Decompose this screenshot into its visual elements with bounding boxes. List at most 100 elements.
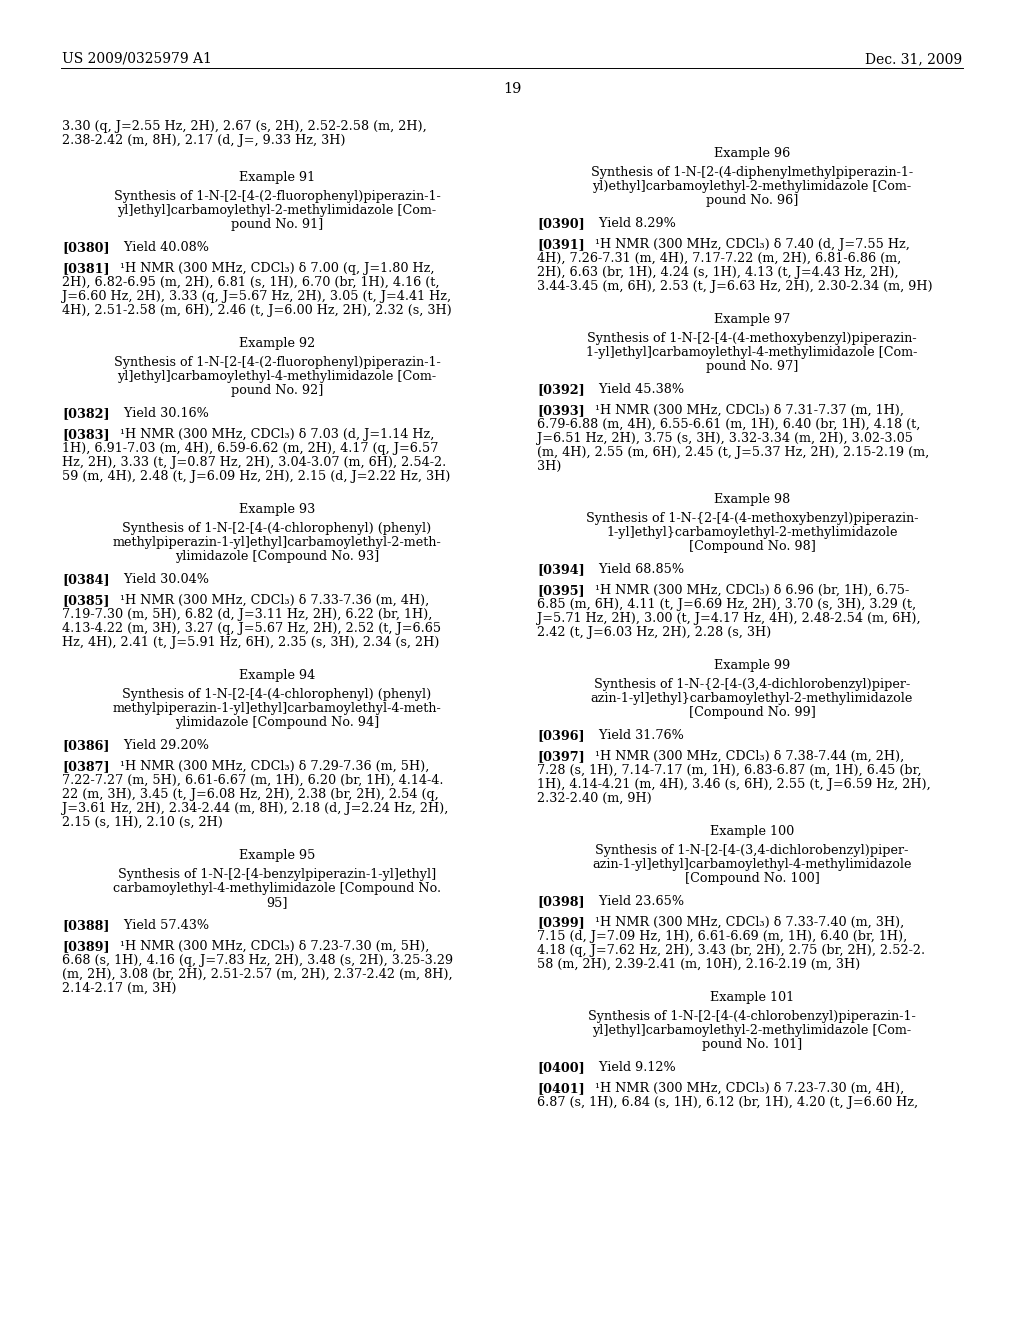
Text: ¹H NMR (300 MHz, CDCl₃) δ 7.31-7.37 (m, 1H),: ¹H NMR (300 MHz, CDCl₃) δ 7.31-7.37 (m, … <box>587 404 904 417</box>
Text: 3.44-3.45 (m, 6H), 2.53 (t, J=6.63 Hz, 2H), 2.30-2.34 (m, 9H): 3.44-3.45 (m, 6H), 2.53 (t, J=6.63 Hz, 2… <box>537 280 933 293</box>
Text: 4.13-4.22 (m, 3H), 3.27 (q, J=5.67 Hz, 2H), 2.52 (t, J=6.65: 4.13-4.22 (m, 3H), 3.27 (q, J=5.67 Hz, 2… <box>62 622 441 635</box>
Text: J=6.51 Hz, 2H), 3.75 (s, 3H), 3.32-3.34 (m, 2H), 3.02-3.05: J=6.51 Hz, 2H), 3.75 (s, 3H), 3.32-3.34 … <box>537 432 913 445</box>
Text: Example 93: Example 93 <box>239 503 315 516</box>
Text: Synthesis of 1-N-[2-[4-benzylpiperazin-1-yl]ethyl]: Synthesis of 1-N-[2-[4-benzylpiperazin-1… <box>118 869 436 880</box>
Text: 19: 19 <box>503 82 521 96</box>
Text: 3H): 3H) <box>537 459 561 473</box>
Text: 7.15 (d, J=7.09 Hz, 1H), 6.61-6.69 (m, 1H), 6.40 (br, 1H),: 7.15 (d, J=7.09 Hz, 1H), 6.61-6.69 (m, 1… <box>537 931 907 942</box>
Text: ¹H NMR (300 MHz, CDCl₃) δ 7.23-7.30 (m, 5H),: ¹H NMR (300 MHz, CDCl₃) δ 7.23-7.30 (m, … <box>112 940 429 953</box>
Text: Synthesis of 1-N-[2-[4-(4-chlorophenyl) (phenyl): Synthesis of 1-N-[2-[4-(4-chlorophenyl) … <box>123 521 432 535</box>
Text: Synthesis of 1-N-{2-[4-(3,4-dichlorobenzyl)piper-: Synthesis of 1-N-{2-[4-(3,4-dichlorobenz… <box>594 678 910 690</box>
Text: 4.18 (q, J=7.62 Hz, 2H), 3.43 (br, 2H), 2.75 (br, 2H), 2.52-2.: 4.18 (q, J=7.62 Hz, 2H), 3.43 (br, 2H), … <box>537 944 925 957</box>
Text: [0380]: [0380] <box>62 242 110 253</box>
Text: methylpiperazin-1-yl]ethyl]carbamoylethyl-4-meth-: methylpiperazin-1-yl]ethyl]carbamoylethy… <box>113 702 441 715</box>
Text: 6.79-6.88 (m, 4H), 6.55-6.61 (m, 1H), 6.40 (br, 1H), 4.18 (t,: 6.79-6.88 (m, 4H), 6.55-6.61 (m, 1H), 6.… <box>537 418 921 432</box>
Text: Yield 57.43%: Yield 57.43% <box>112 919 209 932</box>
Text: Yield 30.16%: Yield 30.16% <box>112 407 209 420</box>
Text: [0382]: [0382] <box>62 407 110 420</box>
Text: [0391]: [0391] <box>537 238 585 251</box>
Text: [0398]: [0398] <box>537 895 585 908</box>
Text: (m, 2H), 3.08 (br, 2H), 2.51-2.57 (m, 2H), 2.37-2.42 (m, 8H),: (m, 2H), 3.08 (br, 2H), 2.51-2.57 (m, 2H… <box>62 968 453 981</box>
Text: yl]ethyl]carbamoylethyl-4-methylimidazole [Com-: yl]ethyl]carbamoylethyl-4-methylimidazol… <box>118 370 436 383</box>
Text: Synthesis of 1-N-[2-[4-(4-chlorophenyl) (phenyl): Synthesis of 1-N-[2-[4-(4-chlorophenyl) … <box>123 688 432 701</box>
Text: yl]ethyl]carbamoylethyl-2-methylimidazole [Com-: yl]ethyl]carbamoylethyl-2-methylimidazol… <box>118 205 436 216</box>
Text: Hz, 2H), 3.33 (t, J=0.87 Hz, 2H), 3.04-3.07 (m, 6H), 2.54-2.: Hz, 2H), 3.33 (t, J=0.87 Hz, 2H), 3.04-3… <box>62 455 446 469</box>
Text: 3.30 (q, J=2.55 Hz, 2H), 2.67 (s, 2H), 2.52-2.58 (m, 2H),: 3.30 (q, J=2.55 Hz, 2H), 2.67 (s, 2H), 2… <box>62 120 427 133</box>
Text: [0387]: [0387] <box>62 760 110 774</box>
Text: [0385]: [0385] <box>62 594 110 607</box>
Text: ¹H NMR (300 MHz, CDCl₃) δ 7.33-7.36 (m, 4H),: ¹H NMR (300 MHz, CDCl₃) δ 7.33-7.36 (m, … <box>112 594 429 607</box>
Text: 4H), 2.51-2.58 (m, 6H), 2.46 (t, J=6.00 Hz, 2H), 2.32 (s, 3H): 4H), 2.51-2.58 (m, 6H), 2.46 (t, J=6.00 … <box>62 304 452 317</box>
Text: carbamoylethyl-4-methylimidazole [Compound No.: carbamoylethyl-4-methylimidazole [Compou… <box>113 882 441 895</box>
Text: 95]: 95] <box>266 896 288 909</box>
Text: [0383]: [0383] <box>62 428 110 441</box>
Text: yl)ethyl]carbamoylethyl-2-methylimidazole [Com-: yl)ethyl]carbamoylethyl-2-methylimidazol… <box>593 180 911 193</box>
Text: [0400]: [0400] <box>537 1061 585 1074</box>
Text: Example 101: Example 101 <box>710 991 794 1005</box>
Text: azin-1-yl]ethyl}carbamoylethyl-2-methylimidazole: azin-1-yl]ethyl}carbamoylethyl-2-methyli… <box>591 692 913 705</box>
Text: [0399]: [0399] <box>537 916 585 929</box>
Text: 6.87 (s, 1H), 6.84 (s, 1H), 6.12 (br, 1H), 4.20 (t, J=6.60 Hz,: 6.87 (s, 1H), 6.84 (s, 1H), 6.12 (br, 1H… <box>537 1096 919 1109</box>
Text: [0394]: [0394] <box>537 564 585 576</box>
Text: 7.28 (s, 1H), 7.14-7.17 (m, 1H), 6.83-6.87 (m, 1H), 6.45 (br,: 7.28 (s, 1H), 7.14-7.17 (m, 1H), 6.83-6.… <box>537 764 922 777</box>
Text: Example 94: Example 94 <box>239 669 315 682</box>
Text: Yield 30.04%: Yield 30.04% <box>112 573 209 586</box>
Text: 22 (m, 3H), 3.45 (t, J=6.08 Hz, 2H), 2.38 (br, 2H), 2.54 (q,: 22 (m, 3H), 3.45 (t, J=6.08 Hz, 2H), 2.3… <box>62 788 438 801</box>
Text: [0384]: [0384] <box>62 573 110 586</box>
Text: 2.38-2.42 (m, 8H), 2.17 (d, J=, 9.33 Hz, 3H): 2.38-2.42 (m, 8H), 2.17 (d, J=, 9.33 Hz,… <box>62 135 345 147</box>
Text: Example 91: Example 91 <box>239 172 315 183</box>
Text: [Compound No. 100]: [Compound No. 100] <box>685 873 819 884</box>
Text: Hz, 4H), 2.41 (t, J=5.91 Hz, 6H), 2.35 (s, 3H), 2.34 (s, 2H): Hz, 4H), 2.41 (t, J=5.91 Hz, 6H), 2.35 (… <box>62 636 439 649</box>
Text: [0397]: [0397] <box>537 750 585 763</box>
Text: [Compound No. 98]: [Compound No. 98] <box>688 540 815 553</box>
Text: Synthesis of 1-N-[2-[4-(3,4-dichlorobenzyl)piper-: Synthesis of 1-N-[2-[4-(3,4-dichlorobenz… <box>595 843 908 857</box>
Text: J=3.61 Hz, 2H), 2.34-2.44 (m, 8H), 2.18 (d, J=2.24 Hz, 2H),: J=3.61 Hz, 2H), 2.34-2.44 (m, 8H), 2.18 … <box>62 803 449 814</box>
Text: Example 96: Example 96 <box>714 147 791 160</box>
Text: ¹H NMR (300 MHz, CDCl₃) δ 7.03 (d, J=1.14 Hz,: ¹H NMR (300 MHz, CDCl₃) δ 7.03 (d, J=1.1… <box>112 428 434 441</box>
Text: ¹H NMR (300 MHz, CDCl₃) δ 7.29-7.36 (m, 5H),: ¹H NMR (300 MHz, CDCl₃) δ 7.29-7.36 (m, … <box>112 760 429 774</box>
Text: US 2009/0325979 A1: US 2009/0325979 A1 <box>62 51 212 66</box>
Text: methylpiperazin-1-yl]ethyl]carbamoylethyl-2-meth-: methylpiperazin-1-yl]ethyl]carbamoylethy… <box>113 536 441 549</box>
Text: [0395]: [0395] <box>537 583 585 597</box>
Text: [0381]: [0381] <box>62 261 110 275</box>
Text: [0393]: [0393] <box>537 404 585 417</box>
Text: Example 92: Example 92 <box>239 337 315 350</box>
Text: [0392]: [0392] <box>537 383 585 396</box>
Text: azin-1-yl]ethyl]carbamoylethyl-4-methylimidazole: azin-1-yl]ethyl]carbamoylethyl-4-methyli… <box>592 858 911 871</box>
Text: [0388]: [0388] <box>62 919 110 932</box>
Text: pound No. 101]: pound No. 101] <box>701 1038 802 1051</box>
Text: pound No. 97]: pound No. 97] <box>706 360 798 374</box>
Text: 2.15 (s, 1H), 2.10 (s, 2H): 2.15 (s, 1H), 2.10 (s, 2H) <box>62 816 223 829</box>
Text: Example 99: Example 99 <box>714 659 791 672</box>
Text: Synthesis of 1-N-[2-(4-diphenylmethylpiperazin-1-: Synthesis of 1-N-[2-(4-diphenylmethylpip… <box>591 166 913 180</box>
Text: pound No. 96]: pound No. 96] <box>706 194 798 207</box>
Text: Yield 40.08%: Yield 40.08% <box>112 242 209 253</box>
Text: 1-yl]ethyl]carbamoylethyl-4-methylimidazole [Com-: 1-yl]ethyl]carbamoylethyl-4-methylimidaz… <box>587 346 918 359</box>
Text: Yield 45.38%: Yield 45.38% <box>587 383 684 396</box>
Text: ¹H NMR (300 MHz, CDCl₃) δ 6.96 (br, 1H), 6.75-: ¹H NMR (300 MHz, CDCl₃) δ 6.96 (br, 1H),… <box>587 583 909 597</box>
Text: Example 98: Example 98 <box>714 492 791 506</box>
Text: Example 95: Example 95 <box>239 849 315 862</box>
Text: [0401]: [0401] <box>537 1082 585 1096</box>
Text: (m, 4H), 2.55 (m, 6H), 2.45 (t, J=5.37 Hz, 2H), 2.15-2.19 (m,: (m, 4H), 2.55 (m, 6H), 2.45 (t, J=5.37 H… <box>537 446 929 459</box>
Text: Yield 68.85%: Yield 68.85% <box>587 564 684 576</box>
Text: 4H), 7.26-7.31 (m, 4H), 7.17-7.22 (m, 2H), 6.81-6.86 (m,: 4H), 7.26-7.31 (m, 4H), 7.17-7.22 (m, 2H… <box>537 252 901 265</box>
Text: Synthesis of 1-N-[2-[4-(4-chlorobenzyl)piperazin-1-: Synthesis of 1-N-[2-[4-(4-chlorobenzyl)p… <box>588 1010 915 1023</box>
Text: Yield 31.76%: Yield 31.76% <box>587 729 684 742</box>
Text: [Compound No. 99]: [Compound No. 99] <box>688 706 815 719</box>
Text: 6.85 (m, 6H), 4.11 (t, J=6.69 Hz, 2H), 3.70 (s, 3H), 3.29 (t,: 6.85 (m, 6H), 4.11 (t, J=6.69 Hz, 2H), 3… <box>537 598 916 611</box>
Text: 1H), 4.14-4.21 (m, 4H), 3.46 (s, 6H), 2.55 (t, J=6.59 Hz, 2H),: 1H), 4.14-4.21 (m, 4H), 3.46 (s, 6H), 2.… <box>537 777 931 791</box>
Text: Dec. 31, 2009: Dec. 31, 2009 <box>865 51 962 66</box>
Text: [0390]: [0390] <box>537 216 585 230</box>
Text: Synthesis of 1-N-[2-[4-(2-fluorophenyl)piperazin-1-: Synthesis of 1-N-[2-[4-(2-fluorophenyl)p… <box>114 356 440 370</box>
Text: ¹H NMR (300 MHz, CDCl₃) δ 7.33-7.40 (m, 3H),: ¹H NMR (300 MHz, CDCl₃) δ 7.33-7.40 (m, … <box>587 916 904 929</box>
Text: pound No. 91]: pound No. 91] <box>230 218 324 231</box>
Text: ¹H NMR (300 MHz, CDCl₃) δ 7.38-7.44 (m, 2H),: ¹H NMR (300 MHz, CDCl₃) δ 7.38-7.44 (m, … <box>587 750 904 763</box>
Text: 1H), 6.91-7.03 (m, 4H), 6.59-6.62 (m, 2H), 4.17 (q, J=6.57: 1H), 6.91-7.03 (m, 4H), 6.59-6.62 (m, 2H… <box>62 442 438 455</box>
Text: 2.32-2.40 (m, 9H): 2.32-2.40 (m, 9H) <box>537 792 651 805</box>
Text: 7.22-7.27 (m, 5H), 6.61-6.67 (m, 1H), 6.20 (br, 1H), 4.14-4.: 7.22-7.27 (m, 5H), 6.61-6.67 (m, 1H), 6.… <box>62 774 443 787</box>
Text: 2H), 6.63 (br, 1H), 4.24 (s, 1H), 4.13 (t, J=4.43 Hz, 2H),: 2H), 6.63 (br, 1H), 4.24 (s, 1H), 4.13 (… <box>537 267 899 279</box>
Text: Synthesis of 1-N-{2-[4-(4-methoxybenzyl)piperazin-: Synthesis of 1-N-{2-[4-(4-methoxybenzyl)… <box>586 512 919 525</box>
Text: J=6.60 Hz, 2H), 3.33 (q, J=5.67 Hz, 2H), 3.05 (t, J=4.41 Hz,: J=6.60 Hz, 2H), 3.33 (q, J=5.67 Hz, 2H),… <box>62 290 452 304</box>
Text: 7.19-7.30 (m, 5H), 6.82 (d, J=3.11 Hz, 2H), 6.22 (br, 1H),: 7.19-7.30 (m, 5H), 6.82 (d, J=3.11 Hz, 2… <box>62 609 432 620</box>
